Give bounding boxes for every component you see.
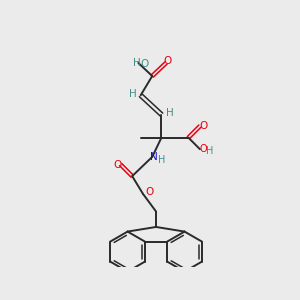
Text: H: H: [133, 58, 141, 68]
Text: N: N: [150, 152, 158, 162]
Text: H: H: [129, 89, 137, 99]
Text: H: H: [166, 108, 174, 118]
Text: H: H: [206, 146, 214, 156]
Text: O: O: [199, 121, 207, 131]
Text: H: H: [158, 155, 165, 165]
Text: O: O: [113, 160, 122, 170]
Text: O: O: [145, 187, 153, 196]
Text: O: O: [140, 59, 148, 70]
Text: O: O: [199, 144, 207, 154]
Text: O: O: [164, 56, 172, 66]
